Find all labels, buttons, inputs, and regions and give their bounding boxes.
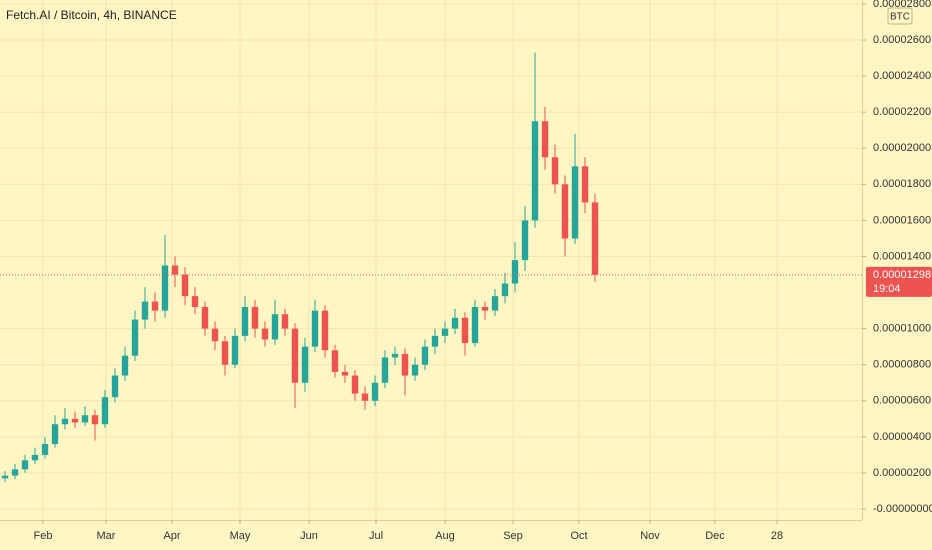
- x-tick-label: Jun: [300, 530, 318, 542]
- candle-body: [31, 454, 39, 461]
- candle-body: [491, 296, 499, 311]
- candle-body: [371, 382, 379, 401]
- candle-body: [571, 166, 579, 239]
- candle-body: [331, 350, 339, 372]
- candle-body: [121, 355, 129, 376]
- x-tick-label: Oct: [570, 530, 587, 542]
- x-tick-label: May: [230, 530, 251, 542]
- candle-body: [501, 283, 509, 297]
- y-tick-label: -0.00000000: [873, 503, 932, 515]
- candle-body: [301, 346, 309, 383]
- candle-body: [41, 444, 49, 455]
- candle-body: [241, 306, 249, 336]
- chart-title: Fetch.AI / Bitcoin, 4h, BINANCE: [6, 8, 177, 22]
- x-tick-label: Feb: [34, 530, 53, 542]
- candle-body: [161, 265, 169, 311]
- candle-body: [181, 274, 189, 297]
- y-tick-label: 0.00001000: [873, 323, 931, 335]
- candle-body: [221, 341, 229, 365]
- candle-body: [461, 317, 469, 344]
- candle-body: [531, 121, 539, 221]
- candle-body: [391, 353, 399, 358]
- y-tick-label: 0.00000600: [873, 395, 931, 407]
- y-tick-label: 0.00002600: [873, 34, 931, 46]
- candle-body: [201, 306, 209, 329]
- candle-body: [1, 475, 9, 479]
- candle-body: [521, 220, 529, 261]
- candle-body: [431, 335, 439, 347]
- candle-body: [61, 418, 69, 425]
- candle-body: [471, 306, 479, 344]
- candle-body: [261, 328, 269, 340]
- last-price-label: 0.00001298: [873, 269, 931, 281]
- candle-body: [101, 397, 109, 425]
- candle-body: [551, 157, 559, 185]
- candle-body: [71, 418, 79, 423]
- x-tick-label: Jul: [369, 530, 383, 542]
- x-tick-label: Mar: [97, 530, 116, 542]
- candle-body: [421, 346, 429, 365]
- candle-body: [361, 393, 369, 401]
- candle-body: [441, 328, 449, 336]
- candle-body: [401, 353, 409, 376]
- y-tick-label: 0.00000400: [873, 431, 931, 443]
- y-tick-label: 0.00000800: [873, 359, 931, 371]
- candle-body: [541, 121, 549, 158]
- y-tick-label: 0.00002800: [873, 0, 931, 10]
- currency: BTC: [890, 12, 910, 23]
- currency-box: [887, 7, 913, 25]
- y-tick-label: 0.00002200: [873, 106, 931, 118]
- countdown: 19:04: [873, 283, 901, 295]
- candle-body: [81, 415, 89, 423]
- x-tick-label: Sep: [503, 530, 523, 542]
- candle-body: [481, 306, 489, 311]
- candle-body: [511, 260, 519, 284]
- candle-body: [141, 301, 149, 320]
- candle-body: [291, 328, 299, 383]
- candle-body: [51, 424, 59, 445]
- candle-body: [211, 328, 219, 342]
- candle-body: [251, 306, 259, 329]
- candle-body: [11, 469, 19, 476]
- y-tick-label: 0.00001800: [873, 178, 931, 190]
- candle-body: [131, 319, 139, 356]
- last-price-box: [866, 266, 932, 297]
- x-tick-label: 28: [771, 530, 783, 542]
- candle-body: [351, 375, 359, 394]
- x-tick-label: Dec: [705, 530, 725, 542]
- candle-body: [581, 166, 589, 203]
- y-tick-label: 0.00002000: [873, 142, 931, 154]
- candle-body: [271, 314, 279, 340]
- x-tick-label: Apr: [163, 530, 180, 542]
- y-tick-label: 0.00001400: [873, 250, 931, 262]
- candle-body: [151, 301, 159, 311]
- y-tick-label: 0.00002400: [873, 70, 931, 82]
- candle-body: [451, 317, 459, 329]
- candle-body: [281, 314, 289, 329]
- x-tick-label: Aug: [435, 530, 455, 542]
- candle-body: [111, 375, 119, 398]
- candle-body: [191, 296, 199, 307]
- x-tick-label: Nov: [640, 530, 660, 542]
- y-tick-label: 0.00000200: [873, 467, 931, 479]
- candle-body: [171, 265, 179, 275]
- candle-body: [381, 357, 389, 383]
- candle-body: [21, 460, 29, 470]
- candle-body: [321, 310, 329, 351]
- candle-body: [411, 364, 419, 376]
- candle-body: [311, 310, 319, 347]
- candle-body: [231, 335, 239, 365]
- candle-body: [591, 202, 599, 275]
- y-tick-label: 0.00001600: [873, 214, 931, 226]
- candle-body: [561, 184, 569, 239]
- candle-body: [341, 371, 349, 376]
- candle-body: [91, 415, 99, 425]
